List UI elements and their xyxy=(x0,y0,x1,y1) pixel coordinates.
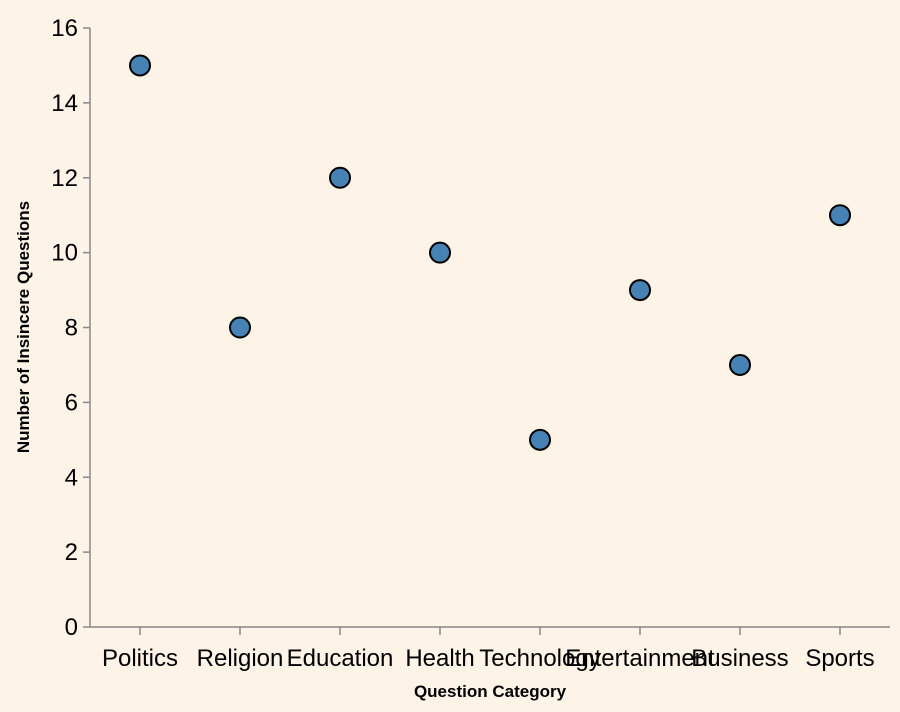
y-tick-label: 10 xyxy=(51,240,78,267)
y-tick-label: 14 xyxy=(51,90,78,117)
data-point-politics xyxy=(129,54,151,77)
x-tick-label: Technology xyxy=(479,645,600,672)
y-tick-label: 4 xyxy=(65,464,78,491)
x-axis: Politics Religion Education Health Technolog… xyxy=(90,626,890,672)
data-point-education xyxy=(329,166,351,189)
x-axis-title: Question Category xyxy=(414,682,567,701)
x-tick-label: Business xyxy=(691,645,788,672)
data-point-business xyxy=(729,353,751,376)
y-tick-label: 2 xyxy=(65,539,78,566)
y-tick-label: 8 xyxy=(65,315,78,342)
x-tick-label: Religion xyxy=(197,645,284,672)
x-tick-label: Sports xyxy=(805,645,874,672)
data-point-entertainment xyxy=(629,279,651,302)
data-point-technology xyxy=(529,428,551,451)
x-tick-label: Politics xyxy=(102,645,178,672)
y-tick-label: 16 xyxy=(51,15,78,42)
x-tick-label: Health xyxy=(405,645,474,672)
y-tick-label: 12 xyxy=(51,165,78,192)
y-tick-label: 0 xyxy=(65,614,78,641)
y-axis-title: Number of Insincere Questions xyxy=(14,201,33,453)
y-axis: 0 2 4 6 8 10 12 14 16 xyxy=(51,15,91,641)
x-tick-label: Entertainment xyxy=(565,645,715,672)
data-point-religion xyxy=(229,316,251,339)
y-tick-label: 6 xyxy=(65,389,78,416)
data-point-sports xyxy=(829,204,851,227)
data-point-health xyxy=(429,241,451,264)
x-tick-label: Education xyxy=(287,645,394,672)
data-points xyxy=(129,54,851,451)
